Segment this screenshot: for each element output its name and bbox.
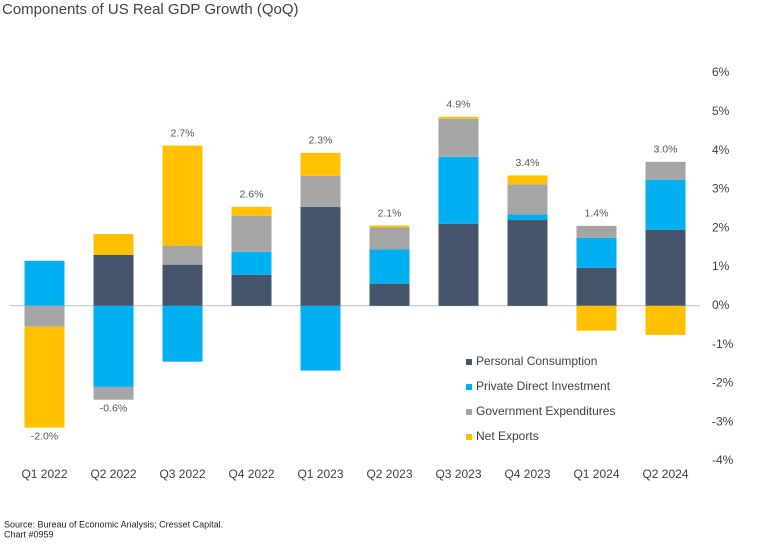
bar-segment — [369, 225, 410, 228]
legend-swatch — [466, 434, 472, 440]
legend-swatch — [466, 384, 472, 390]
bar-segment — [300, 206, 341, 306]
bar-segment — [162, 245, 203, 265]
bar-segment — [369, 283, 410, 306]
bar-segment — [507, 220, 548, 306]
total-label: 2.6% — [240, 189, 264, 201]
legend-label: Government Expenditures — [476, 404, 615, 418]
bar-segment — [231, 206, 272, 216]
bar-segment — [576, 305, 617, 331]
bar-segment — [507, 214, 548, 221]
x-tick-label: Q2 2022 — [90, 467, 136, 481]
bar-segment — [231, 215, 272, 252]
y-tick-label: 2% — [712, 220, 730, 234]
bar-segment — [93, 254, 134, 306]
x-tick-label: Q1 2023 — [297, 467, 343, 481]
chart-title: Components of US Real GDP Growth (QoQ) — [2, 1, 299, 18]
legend-swatch — [466, 409, 472, 415]
bar-segment — [162, 305, 203, 362]
x-tick-label: Q3 2023 — [435, 467, 481, 481]
y-tick-label: 6% — [712, 65, 730, 79]
bar-segment — [438, 156, 479, 224]
bar-segment — [438, 118, 479, 157]
chart-id: Chart #0959 — [4, 529, 54, 539]
y-tick-label: 5% — [712, 104, 730, 118]
bar-segment — [24, 260, 65, 306]
bar-segment — [576, 225, 617, 238]
x-tick-label: Q2 2023 — [366, 467, 412, 481]
legend-swatch — [466, 359, 472, 365]
bar-segment — [231, 251, 272, 275]
bar-segment — [576, 237, 617, 268]
x-tick-label: Q3 2022 — [159, 467, 205, 481]
total-label: 3.4% — [516, 157, 540, 169]
bar-segment — [369, 227, 410, 250]
bar-segment — [300, 175, 341, 207]
total-label: 2.3% — [309, 135, 333, 147]
y-tick-label: 3% — [712, 182, 730, 196]
bar-segment — [24, 326, 65, 428]
y-tick-label: -1% — [712, 337, 734, 351]
bar-segment — [645, 229, 686, 306]
bar-segment — [162, 145, 203, 246]
bar-segment — [24, 305, 65, 327]
x-tick-label: Q1 2024 — [573, 467, 619, 481]
total-label: 3.0% — [654, 144, 678, 156]
y-tick-label: 1% — [712, 259, 730, 273]
bar-segment — [507, 184, 548, 215]
bar-segment — [231, 274, 272, 306]
total-label: -2.0% — [31, 430, 58, 442]
y-tick-label: -3% — [712, 414, 734, 428]
source-note: Source: Bureau of Economic Analysis; Cre… — [4, 519, 223, 529]
y-tick-label: 0% — [712, 298, 730, 312]
bar-segment — [438, 116, 479, 119]
legend-label: Personal Consumption — [476, 354, 597, 368]
y-tick-label: -2% — [712, 376, 734, 390]
y-tick-label: 4% — [712, 143, 730, 157]
bar-segment — [369, 249, 410, 284]
y-tick-label: -4% — [712, 453, 734, 467]
bar-segment — [300, 152, 341, 176]
x-tick-label: Q4 2022 — [228, 467, 274, 481]
bar-segment — [645, 179, 686, 230]
total-label: 1.4% — [585, 208, 609, 220]
total-label: -0.6% — [100, 402, 127, 414]
bar-segment — [438, 223, 479, 306]
bar-segment — [645, 161, 686, 180]
bar-segment — [300, 305, 341, 371]
legend-label: Private Direct Investment — [476, 379, 611, 393]
x-tick-label: Q4 2023 — [504, 467, 550, 481]
total-label: 4.9% — [447, 99, 471, 111]
bar-segment — [576, 267, 617, 306]
x-tick-label: Q2 2024 — [642, 467, 688, 481]
bar-segment — [93, 234, 134, 255]
total-label: 2.1% — [378, 207, 402, 219]
bar-segment — [507, 175, 548, 185]
bar-segment — [645, 305, 686, 335]
total-label: 2.7% — [171, 127, 195, 139]
bar-segment — [162, 264, 203, 306]
legend-label: Net Exports — [476, 429, 539, 443]
x-tick-label: Q1 2022 — [21, 467, 67, 481]
bar-segment — [93, 386, 134, 400]
bar-segment — [93, 305, 134, 387]
